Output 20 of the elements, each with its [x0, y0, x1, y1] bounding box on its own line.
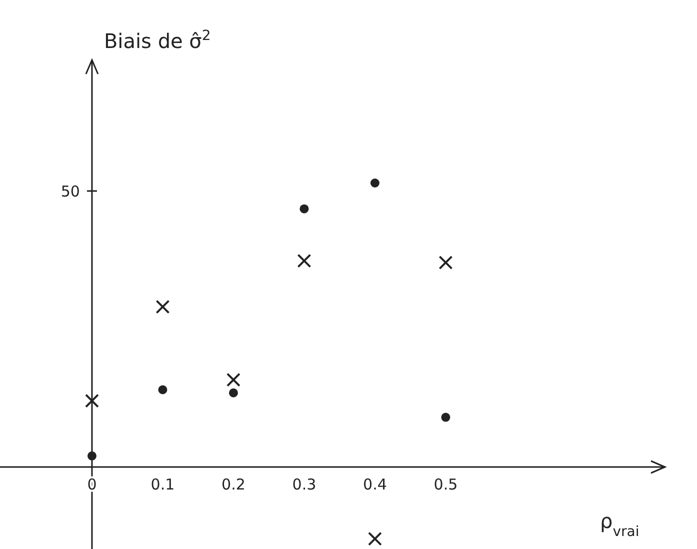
x-tick-label: 0.1 — [150, 476, 175, 494]
point — [300, 204, 309, 214]
x-tick-label: 0.2 — [222, 476, 246, 494]
point — [297, 254, 312, 268]
text: Biais de σ̂$^{2}$ — [104, 28, 211, 53]
x-axis-title: ρ$_{vrai}$ — [600, 509, 640, 540]
point — [370, 178, 380, 188]
x-tick-label: 0.3 — [292, 476, 316, 494]
point — [228, 388, 238, 398]
point — [87, 451, 96, 460]
x-tick-label: 0.4 — [363, 476, 387, 494]
x-tick-label: 0.5 — [434, 476, 458, 494]
annotation: 50 — [60, 182, 80, 200]
point — [226, 372, 240, 387]
point — [368, 532, 382, 546]
point — [158, 385, 168, 394]
point — [156, 300, 170, 314]
point — [441, 412, 450, 422]
point — [84, 394, 99, 408]
point — [438, 256, 453, 270]
